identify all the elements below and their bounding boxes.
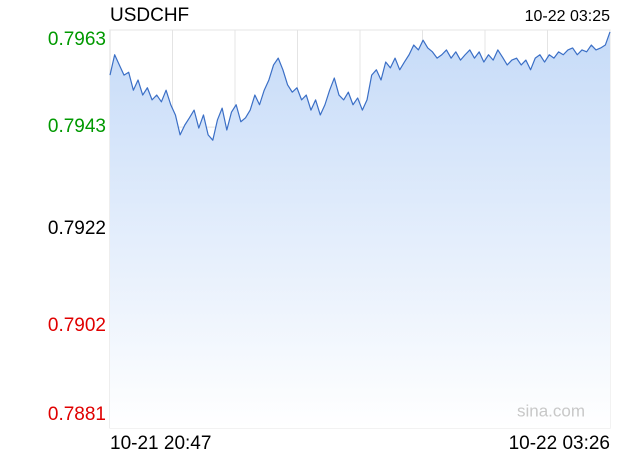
price-line — [109, 31, 611, 141]
y-tick-label: 0.7943 — [48, 116, 106, 137]
timestamp: 10-22 03:25 — [525, 8, 611, 25]
labels: 0.7881 0.7902 0.7922 0.7943 0.7963 10-21 20:4… — [48, 29, 610, 454]
plot-area — [109, 31, 611, 428]
chart-title: USDCHF — [110, 5, 189, 26]
y-tick-label: 0.7922 — [48, 218, 106, 239]
y-tick-label: 0.7902 — [48, 315, 106, 336]
y-tick-label: 0.7963 — [48, 29, 106, 50]
watermark: sina.com — [517, 401, 585, 420]
y-tick-label: 0.7881 — [48, 404, 106, 425]
x-tick-label: 10-22 03:26 — [509, 433, 610, 454]
area — [110, 31, 610, 428]
x-tick-label: 10-21 20:47 — [110, 433, 211, 454]
